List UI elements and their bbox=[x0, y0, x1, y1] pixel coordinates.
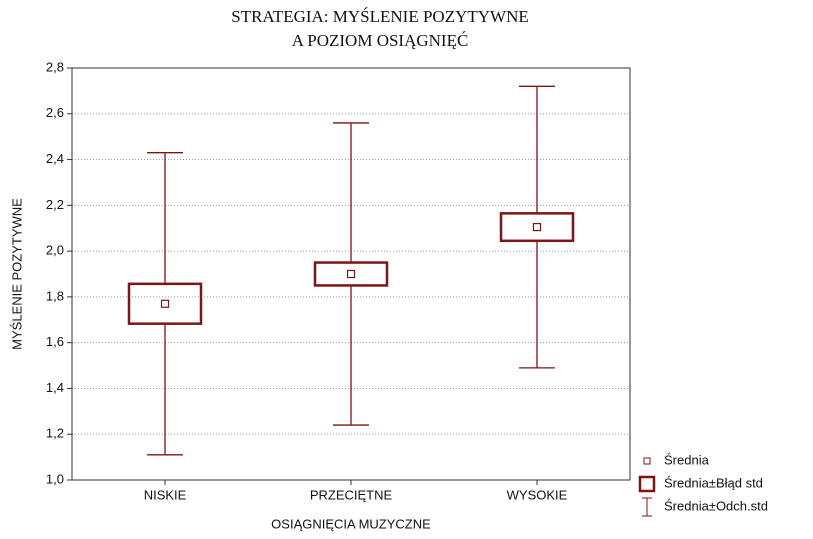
y-axis-label: MYŚLENIE POZYTYWNE bbox=[9, 198, 24, 350]
legend-symbol bbox=[643, 457, 651, 465]
y-tick-label: 1,4 bbox=[46, 380, 64, 395]
x-tick-label: WYSOKIE bbox=[507, 487, 568, 502]
chart-title: STRATEGIA: MYŚLENIE POZYTYWNE bbox=[231, 7, 528, 26]
legend-label: Średnia±Błąd std bbox=[664, 475, 763, 490]
y-tick-label: 2,8 bbox=[46, 59, 64, 74]
y-tick-label: 2,6 bbox=[46, 105, 64, 120]
y-tick-label: 2,2 bbox=[46, 197, 64, 212]
y-tick-label: 2,4 bbox=[46, 151, 64, 166]
mean-marker bbox=[532, 222, 542, 232]
y-tick-label: 1,2 bbox=[46, 426, 64, 441]
box bbox=[499, 212, 575, 243]
y-tick-label: 1,8 bbox=[46, 288, 64, 303]
x-tick-label: NISKIE bbox=[144, 487, 187, 502]
box bbox=[313, 261, 389, 287]
box bbox=[127, 282, 203, 325]
x-tick-label: PRZECIĘTNE bbox=[310, 487, 393, 502]
x-axis-label: OSIĄGNIĘCIA MUZYCZNE bbox=[271, 516, 431, 531]
mean-marker bbox=[160, 299, 170, 308]
legend-symbol bbox=[638, 475, 656, 493]
legend-label: Średnia bbox=[664, 452, 710, 467]
y-tick-label: 2,0 bbox=[46, 243, 64, 258]
y-tick-label: 1,0 bbox=[46, 471, 64, 486]
mean-marker bbox=[346, 269, 356, 279]
chart-title: A POZIOM OSIĄGNIĘĆ bbox=[292, 31, 469, 50]
y-tick-label: 1,6 bbox=[46, 334, 64, 349]
legend-label: Średnia±Odch.std bbox=[664, 498, 768, 513]
